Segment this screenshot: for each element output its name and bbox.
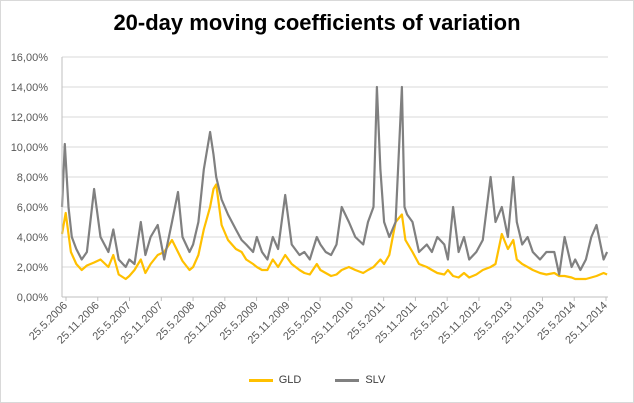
- series-line-slv: [60, 85, 609, 276]
- gridlines: [62, 56, 608, 268]
- y-tick-label: 6,00%: [17, 202, 48, 214]
- y-tick-label: 8,00%: [17, 172, 48, 184]
- y-tick-label: 12,00%: [11, 112, 49, 124]
- y-tick-label: 10,00%: [11, 142, 49, 154]
- legend-label-gld: GLD: [278, 374, 302, 386]
- legend-item-slv: SLV: [335, 374, 385, 386]
- legend: GLD SLV: [0, 374, 634, 386]
- y-tick-label: 0,00%: [17, 292, 48, 304]
- y-axis-tick-labels: 0,00% 2,00% 4,00% 6,00% 8,00% 10,00% 12,00% 14,…: [11, 52, 49, 304]
- y-tick-label: 2,00%: [17, 262, 48, 274]
- data-series: [60, 85, 609, 281]
- legend-swatch-gld: [248, 378, 273, 382]
- legend-item-gld: GLD: [248, 374, 302, 386]
- x-axis-tick-labels: 25.5.200625.11.200625.5.200725.11.200725…: [27, 297, 610, 346]
- y-tick-label: 4,00%: [17, 232, 48, 244]
- series-line-gld: [60, 183, 608, 281]
- y-tick-label: 14,00%: [11, 82, 49, 94]
- chart-title: 20-day moving coefficients of variation: [113, 10, 521, 35]
- y-tick-label: 16,00%: [11, 52, 49, 64]
- legend-swatch-slv: [335, 378, 360, 382]
- legend-label-slv: SLV: [365, 374, 386, 386]
